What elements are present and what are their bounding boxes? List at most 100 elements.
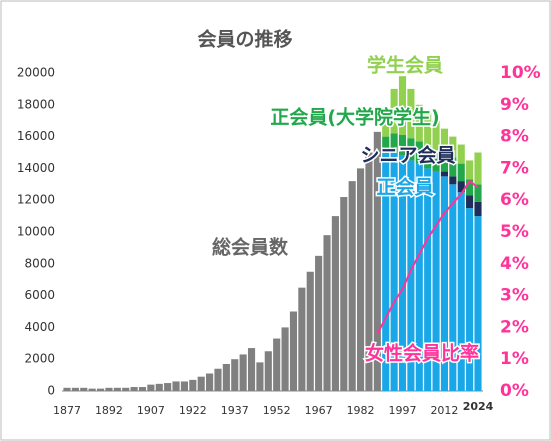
- bar: [407, 138, 415, 161]
- bar: [415, 141, 423, 164]
- bar: [155, 383, 163, 391]
- x-tick-label: 1967: [305, 404, 333, 417]
- bar: [466, 179, 474, 196]
- bar: [357, 168, 365, 391]
- bar: [440, 176, 449, 391]
- bar: [122, 387, 130, 391]
- y-tick-label: 12000: [17, 193, 55, 207]
- chart-title: 会員の推移: [197, 28, 292, 51]
- x-tick-label: 1937: [221, 404, 249, 417]
- y2-tick-label: 0%: [500, 381, 529, 401]
- bar: [432, 171, 440, 391]
- bar: [424, 168, 432, 391]
- y2-tick-label: 4%: [500, 254, 529, 274]
- bar: [457, 163, 465, 182]
- bar: [382, 112, 390, 137]
- bar: [80, 387, 88, 391]
- bar: [474, 201, 482, 217]
- y-tick-label: 18000: [17, 97, 55, 111]
- bar: [281, 327, 289, 391]
- bar: [449, 176, 457, 185]
- bar: [474, 152, 482, 185]
- bar: [96, 388, 105, 391]
- ratio-line: [376, 179, 479, 335]
- bar: [390, 88, 398, 134]
- y-tick-label: 4000: [24, 320, 55, 334]
- series-label: シニア会員: [360, 144, 455, 167]
- y2-tick-label: 10%: [500, 63, 541, 83]
- series-label: 総会員数: [212, 236, 289, 259]
- x-tick-label: 1907: [137, 404, 165, 417]
- bar: [382, 136, 390, 153]
- series-label: 学生会員: [367, 54, 443, 77]
- bar: [466, 160, 474, 180]
- bar: [407, 160, 415, 391]
- x-tick-label: 2012: [430, 404, 458, 417]
- series-label: 正会員(大学院学生): [270, 106, 439, 129]
- y2-tick-label: 3%: [500, 286, 529, 306]
- bar: [180, 381, 188, 391]
- bar: [449, 136, 457, 158]
- bar: [440, 152, 449, 172]
- y2-tick-label: 5%: [500, 222, 529, 242]
- series-label: 正会員: [376, 176, 433, 199]
- bar: [138, 387, 147, 391]
- bar: [373, 131, 381, 391]
- bar: [449, 184, 457, 391]
- y2-tick-label: 6%: [500, 190, 529, 210]
- bar: [398, 135, 407, 156]
- bar: [323, 235, 331, 391]
- bar: [63, 387, 71, 391]
- bar: [206, 373, 214, 391]
- y-tick-label: 8000: [24, 256, 55, 270]
- bar: [390, 133, 398, 153]
- bar: [256, 362, 264, 391]
- bar: [348, 181, 356, 391]
- x-tick-label: 2024: [463, 400, 494, 413]
- bar: [214, 368, 222, 391]
- y-tick-label: 20000: [17, 66, 55, 80]
- bar: [239, 354, 247, 391]
- bar: [457, 192, 465, 391]
- bar: [298, 287, 306, 391]
- bar: [88, 388, 96, 391]
- bar: [474, 184, 482, 202]
- bar: [130, 387, 138, 391]
- y-tick-label: 6000: [24, 288, 55, 302]
- bar: [449, 157, 457, 177]
- x-tick-label: 1982: [347, 404, 375, 417]
- y-tick-label: 2000: [24, 352, 55, 366]
- bar: [340, 197, 348, 391]
- x-tick-label: 1997: [389, 404, 417, 417]
- y2-tick-label: 8%: [500, 127, 529, 147]
- bar: [415, 163, 423, 391]
- x-tick-label: 1922: [179, 404, 207, 417]
- bar: [432, 150, 440, 172]
- y2-tick-label: 2%: [500, 317, 529, 337]
- bar: [164, 383, 172, 391]
- bar: [289, 311, 298, 391]
- bar: [424, 112, 432, 147]
- bar: [306, 271, 314, 391]
- bar: [466, 195, 474, 209]
- y-tick-label: 16000: [17, 129, 55, 143]
- bar: [71, 387, 79, 391]
- y2-tick-label: 9%: [500, 95, 529, 115]
- y-tick-label: 10000: [17, 225, 55, 239]
- bar: [415, 104, 423, 142]
- y-tick-label: 0: [47, 384, 55, 398]
- x-tick-label: 1877: [53, 404, 81, 417]
- bar: [315, 255, 323, 391]
- bar: [424, 146, 432, 169]
- bar: [398, 155, 407, 391]
- bar: [273, 338, 281, 391]
- bar: [105, 387, 113, 391]
- bar: [365, 152, 373, 391]
- y-tick-label: 14000: [17, 161, 55, 175]
- bar: [457, 144, 465, 164]
- bar: [231, 359, 239, 391]
- bar: [440, 128, 449, 153]
- bar: [222, 363, 230, 391]
- bar: [457, 181, 465, 193]
